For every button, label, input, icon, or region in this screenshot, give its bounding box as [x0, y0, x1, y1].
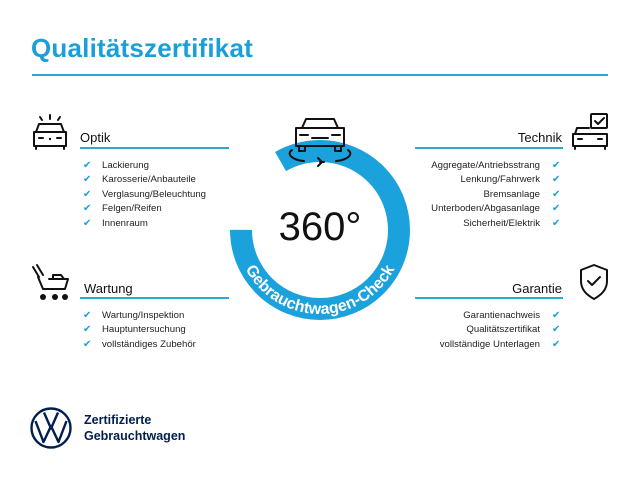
check-icon: ✔ — [83, 174, 92, 186]
item-label: Hauptuntersuchung — [102, 324, 186, 336]
badge-ring — [230, 140, 410, 320]
section-technik-label: Technik — [517, 130, 562, 145]
ring-letter: w — [307, 300, 322, 318]
item-label: Bremsanlage — [483, 188, 540, 200]
item-label: Verglasung/Beleuchtung — [102, 188, 207, 200]
item-label: Lackierung — [102, 160, 149, 171]
check-icon: ✔ — [83, 310, 92, 321]
page-title: Qualitätszertifikat — [31, 33, 253, 63]
garantie-divider — [415, 297, 563, 299]
item-label: Qualitätszertifikat — [466, 324, 540, 336]
car-rotate-icon — [288, 118, 352, 167]
list-item: Bremsanlage ✔ — [431, 188, 562, 202]
check-icon: ✔ — [552, 217, 561, 229]
list-item: ✔ Karosserie/Anbauteile — [83, 173, 206, 187]
title-divider — [32, 74, 608, 76]
item-label: vollständige Unterlagen — [439, 338, 540, 350]
section-optik-label: Optik — [80, 130, 111, 145]
technik-divider — [415, 147, 563, 149]
wartung-divider — [80, 297, 229, 299]
ring-letter: h — [293, 297, 307, 316]
check-icon: ✔ — [83, 203, 92, 215]
section-garantie-label: Garantie — [512, 281, 562, 296]
optik-list: ✔ Lackierung ✔ Karosserie/Anbauteile ✔ Verg… — [83, 159, 206, 231]
item-label: Unterboden/Abgasanlage — [431, 203, 540, 215]
check-icon: ✔ — [83, 338, 92, 350]
check-icon: ✔ — [83, 160, 92, 171]
technik-list: Aggregate/Antriebsstrang ✔ Lenkung/Fahrwe… — [431, 159, 562, 231]
check-icon: ✔ — [83, 188, 92, 200]
check-icon: ✔ — [552, 160, 561, 171]
item-label: Wartung/Inspektion — [102, 310, 185, 321]
vw-logo — [30, 407, 72, 449]
list-item: Aggregate/Antriebsstrang ✔ — [431, 159, 562, 173]
list-item: Garantienachweis ✔ — [440, 309, 562, 323]
item-label: Garantienachweis — [463, 310, 540, 321]
item-label: Karosserie/Anbauteile — [102, 174, 196, 186]
list-item: ✔ Wartung/Inspektion — [83, 309, 196, 323]
list-item: ✔ Innenraum — [83, 217, 206, 231]
check-icon: ✔ — [552, 174, 561, 186]
list-item: ✔ Lackierung — [83, 159, 206, 173]
check-icon: ✔ — [552, 310, 561, 321]
list-item: ✔ Hauptuntersuchung — [83, 323, 196, 337]
car-light-icon — [33, 114, 67, 150]
shield-check-icon — [580, 264, 608, 300]
badge-main-text: 360° — [279, 205, 362, 249]
check-icon: ✔ — [552, 188, 561, 200]
check-icon: ✔ — [83, 324, 92, 336]
list-item: ✔ vollständiges Zubehör — [83, 338, 196, 352]
list-item: ✔ Verglasung/Beleuchtung — [83, 188, 206, 202]
list-item: Sicherheit/Elektrik ✔ — [431, 217, 562, 231]
check-icon: ✔ — [552, 203, 561, 215]
check-icon: ✔ — [552, 324, 561, 336]
item-label: Lenkung/Fahrwerk — [460, 174, 540, 186]
optik-divider — [80, 147, 229, 149]
item-label: vollständiges Zubehör — [102, 338, 196, 350]
item-label: Aggregate/Antriebsstrang — [431, 160, 540, 171]
wartung-list: ✔ Wartung/Inspektion ✔ Hauptuntersuchung ✔… — [83, 309, 196, 352]
item-label: Sicherheit/Elektrik — [463, 217, 540, 229]
list-item: ✔ Felgen/Reifen — [83, 202, 206, 216]
section-wartung-label: Wartung — [84, 281, 133, 296]
maintenance-cart-icon — [32, 264, 69, 300]
ring-letter: a — [320, 301, 330, 319]
garantie-list: Garantienachweis ✔ Qualitätszertifikat ✔ v… — [440, 309, 562, 352]
item-label: Innenraum — [102, 217, 148, 229]
footer-line2: Gebrauchtwagen — [84, 429, 186, 443]
list-item: Qualitätszertifikat ✔ — [440, 323, 562, 337]
list-item: Unterboden/Abgasanlage ✔ — [431, 202, 562, 216]
footer-text: Zertifizierte Gebrauchtwagen — [84, 412, 185, 444]
list-item: vollständige Unterlagen ✔ — [440, 338, 562, 352]
check-icon: ✔ — [83, 217, 92, 229]
car-check-icon — [572, 113, 608, 150]
ring-letter: g — [328, 299, 341, 317]
list-item: Lenkung/Fahrwerk ✔ — [431, 173, 562, 187]
ring-letter: t — [303, 300, 312, 318]
item-label: Felgen/Reifen — [102, 203, 162, 215]
footer-line1: Zertifizierte — [84, 413, 152, 427]
check-icon: ✔ — [552, 338, 561, 350]
